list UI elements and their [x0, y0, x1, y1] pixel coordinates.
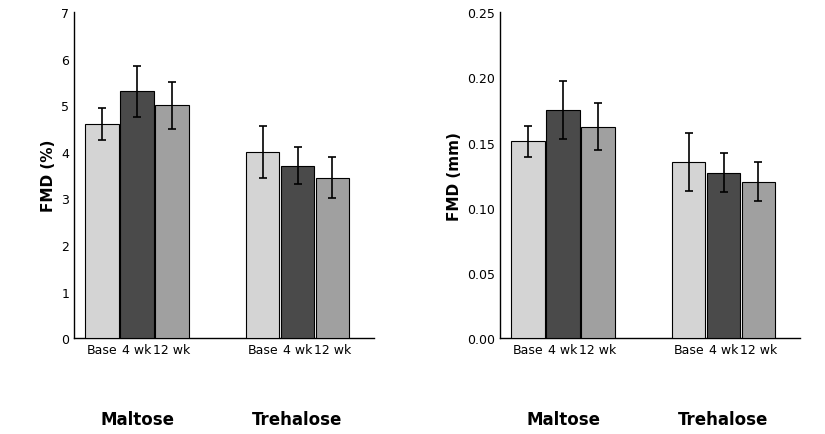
Bar	[581, 128, 615, 339]
Text: Maltose: Maltose	[526, 410, 600, 428]
Bar	[672, 163, 705, 339]
Y-axis label: FMD (mm): FMD (mm)	[447, 132, 462, 220]
Bar	[316, 178, 349, 339]
Bar	[546, 111, 580, 339]
Bar	[246, 152, 280, 339]
Text: Maltose: Maltose	[100, 410, 174, 428]
Bar	[707, 173, 740, 339]
Bar	[155, 106, 189, 339]
Text: Trehalose: Trehalose	[678, 410, 769, 428]
Text: Trehalose: Trehalose	[252, 410, 342, 428]
Bar	[280, 167, 314, 339]
Bar	[512, 142, 544, 339]
Bar	[86, 125, 119, 339]
Bar	[120, 92, 153, 339]
Bar	[742, 182, 776, 339]
Y-axis label: FMD (%): FMD (%)	[40, 140, 56, 212]
